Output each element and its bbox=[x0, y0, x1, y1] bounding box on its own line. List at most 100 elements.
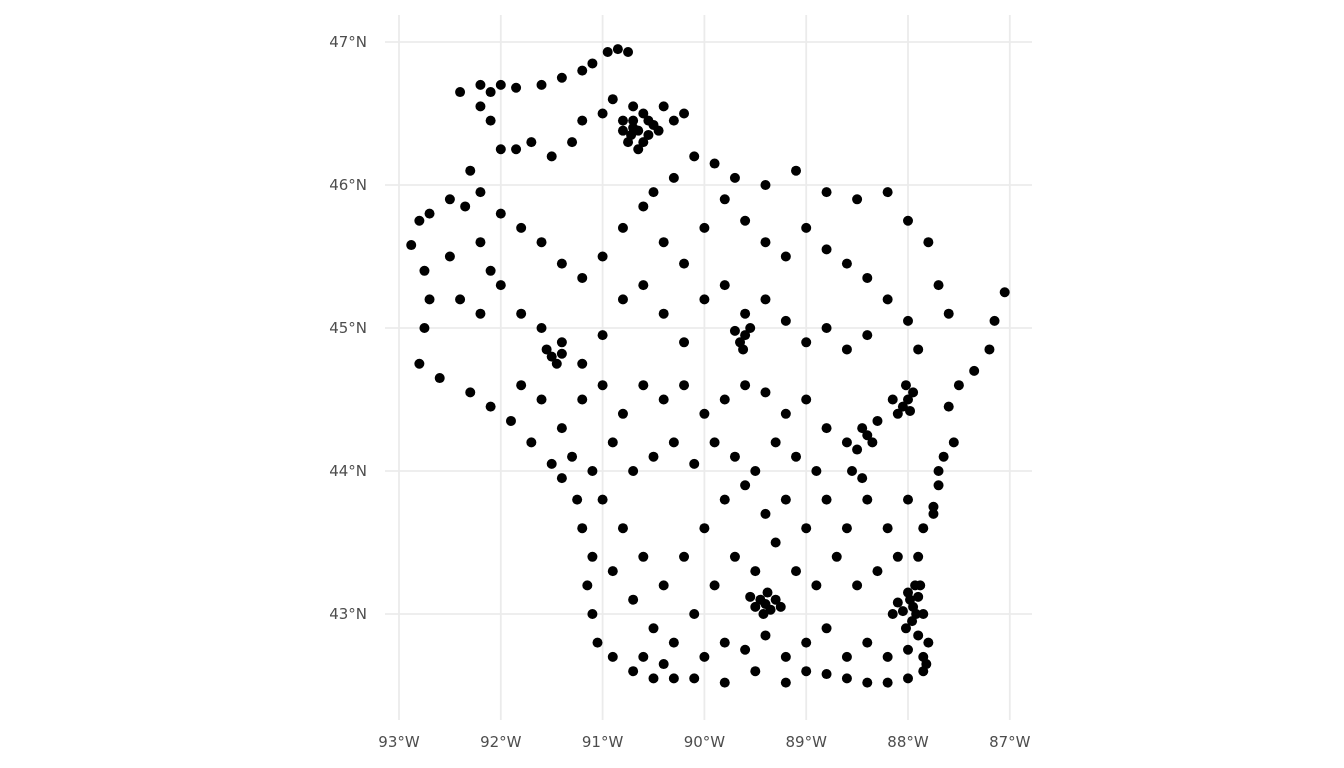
data-point bbox=[556, 423, 567, 434]
data-point bbox=[841, 523, 852, 534]
data-point bbox=[709, 158, 720, 169]
data-point bbox=[607, 651, 618, 662]
data-point bbox=[567, 451, 578, 462]
data-point bbox=[999, 287, 1010, 298]
data-point bbox=[658, 308, 669, 319]
data-point bbox=[485, 401, 496, 412]
data-point bbox=[729, 551, 740, 562]
data-point bbox=[801, 637, 812, 648]
data-point bbox=[623, 47, 634, 58]
data-point bbox=[648, 623, 659, 634]
data-point bbox=[658, 101, 669, 112]
data-point bbox=[740, 644, 751, 655]
data-point bbox=[653, 125, 664, 136]
data-point bbox=[460, 201, 471, 212]
data-point bbox=[567, 137, 578, 148]
data-point bbox=[536, 79, 547, 90]
data-point bbox=[882, 651, 893, 662]
data-point bbox=[905, 405, 916, 416]
data-point bbox=[903, 315, 913, 326]
data-point bbox=[628, 666, 639, 677]
x-tick-label: 88°W bbox=[887, 733, 929, 751]
data-point bbox=[903, 394, 913, 405]
data-point bbox=[658, 659, 669, 670]
data-point bbox=[852, 444, 863, 455]
data-point bbox=[587, 551, 598, 562]
data-point bbox=[841, 673, 852, 684]
data-point bbox=[801, 666, 812, 677]
data-point bbox=[750, 466, 761, 476]
data-point bbox=[897, 606, 908, 617]
data-point bbox=[638, 651, 649, 662]
data-point bbox=[882, 294, 893, 305]
data-point bbox=[780, 494, 791, 505]
data-point bbox=[760, 294, 771, 305]
data-point bbox=[638, 137, 649, 148]
y-tick-label: 44°N bbox=[329, 462, 367, 480]
data-point bbox=[597, 380, 608, 391]
data-point bbox=[969, 365, 980, 376]
data-point bbox=[719, 194, 730, 205]
data-point bbox=[633, 144, 644, 155]
data-point bbox=[668, 637, 679, 648]
data-point bbox=[617, 408, 628, 419]
data-point bbox=[541, 344, 552, 355]
data-point bbox=[587, 609, 598, 619]
data-point bbox=[638, 201, 649, 212]
data-point bbox=[770, 437, 781, 448]
data-point bbox=[903, 494, 913, 505]
data-point bbox=[556, 72, 567, 83]
data-point bbox=[414, 215, 425, 226]
data-point bbox=[740, 330, 751, 341]
data-point bbox=[872, 566, 883, 577]
data-point bbox=[628, 115, 639, 126]
data-point bbox=[943, 308, 954, 319]
data-point bbox=[516, 222, 527, 233]
data-point bbox=[577, 65, 588, 76]
data-point bbox=[821, 244, 832, 255]
data-point bbox=[572, 494, 583, 505]
data-point bbox=[801, 222, 812, 233]
data-point bbox=[821, 187, 832, 198]
data-point bbox=[719, 637, 730, 648]
data-point bbox=[862, 430, 873, 441]
data-point bbox=[745, 323, 756, 333]
data-point bbox=[841, 437, 852, 448]
data-point bbox=[505, 415, 516, 426]
data-point bbox=[526, 137, 537, 148]
data-point bbox=[933, 480, 944, 491]
data-point bbox=[738, 344, 749, 355]
data-point bbox=[943, 401, 954, 412]
data-point bbox=[821, 323, 832, 333]
data-point bbox=[923, 637, 934, 648]
data-point bbox=[475, 187, 486, 198]
data-point bbox=[689, 609, 700, 619]
data-point bbox=[597, 251, 608, 262]
data-point bbox=[556, 348, 567, 359]
data-point bbox=[465, 387, 476, 398]
data-point bbox=[628, 594, 639, 605]
data-point bbox=[689, 458, 700, 469]
data-point bbox=[658, 580, 669, 591]
data-point bbox=[719, 677, 730, 688]
y-tick-label: 46°N bbox=[329, 176, 367, 194]
data-point bbox=[536, 237, 547, 248]
data-point bbox=[628, 466, 639, 476]
data-point bbox=[526, 437, 537, 448]
y-axis-ticks: 43°N 44°N 45°N 46°N 47°N bbox=[329, 33, 367, 623]
data-point bbox=[587, 58, 598, 69]
data-point bbox=[913, 551, 924, 562]
data-point bbox=[455, 87, 466, 98]
data-point bbox=[699, 294, 710, 305]
data-points bbox=[406, 44, 1010, 688]
data-point bbox=[791, 451, 802, 462]
data-point bbox=[729, 172, 740, 183]
data-point bbox=[887, 609, 898, 619]
data-point bbox=[780, 677, 791, 688]
data-point bbox=[862, 637, 873, 648]
data-point bbox=[495, 144, 506, 155]
data-point bbox=[546, 351, 557, 362]
data-point bbox=[607, 94, 618, 105]
data-point bbox=[419, 323, 430, 333]
data-point bbox=[709, 437, 720, 448]
